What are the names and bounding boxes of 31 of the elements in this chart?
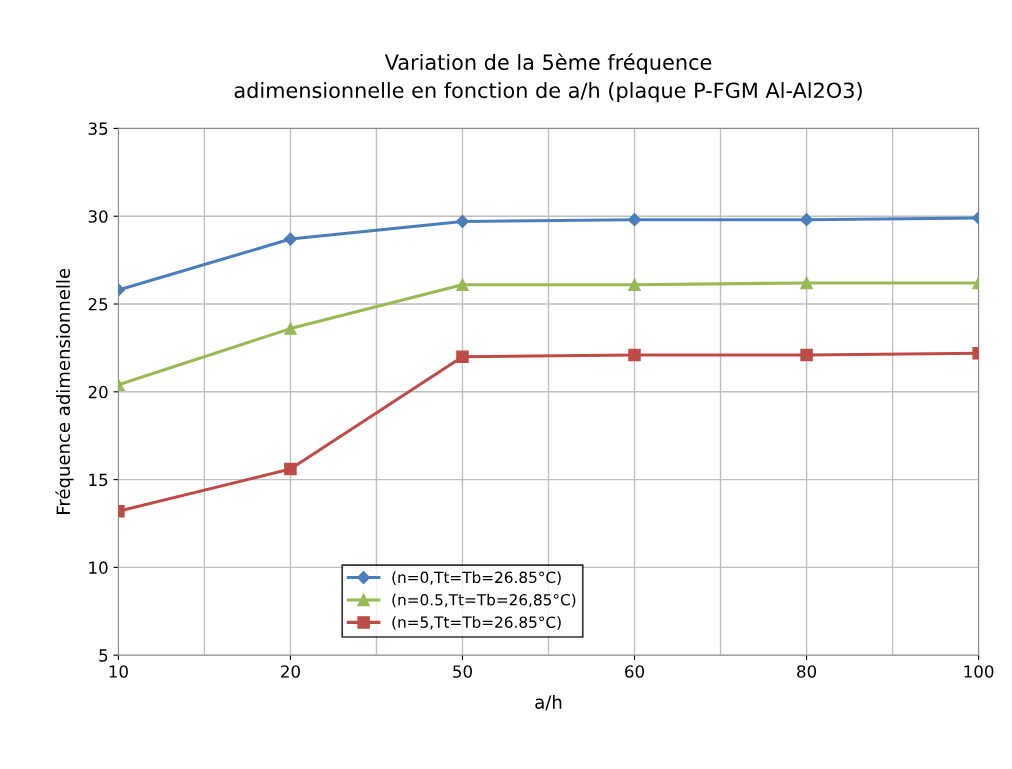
point [799,213,814,227]
x-axis-title: a/h [535,694,562,711]
y-tick-label: 25 [88,297,108,311]
legend-label: (n=0,Tt=Tb=26.85°C) [392,571,561,585]
y-tick-label: 20 [88,385,108,399]
y-tick-label: 5 [99,649,108,662]
point [628,348,641,362]
y-tick-label: 35 [88,122,108,135]
y-tick-label: 10 [89,561,108,574]
point [800,348,813,362]
point [283,232,298,246]
x-tick-label: 80 [797,665,817,678]
chart-title: Variation de la 5ème fréquence adimensionnelle en fonction de a/h (plaque P-FGM Al-Al2O3) [234,53,862,103]
point [456,350,469,363]
y-tick-label: 30 [88,210,108,223]
point [455,214,470,229]
x-tick-label: 50 [453,665,472,678]
point [800,276,813,290]
legend-label: (n=5,Tt=Tb=26.85°C) [392,616,561,630]
point [284,322,297,335]
x-tick-label: 20 [281,665,300,678]
x-tick-label: 10 [109,665,128,678]
y-tick-label: 15 [89,473,108,487]
y-axis-title: Fréquence adimensionnelle [55,268,74,514]
point [628,278,641,291]
legend-label: (n=0.5,Tt=Tb=26,85°C) [392,593,576,608]
x-tick-label: 60 [625,665,645,678]
point [456,278,469,291]
point [284,462,297,476]
x-tick-label: 100 [964,665,994,678]
point [627,213,642,227]
